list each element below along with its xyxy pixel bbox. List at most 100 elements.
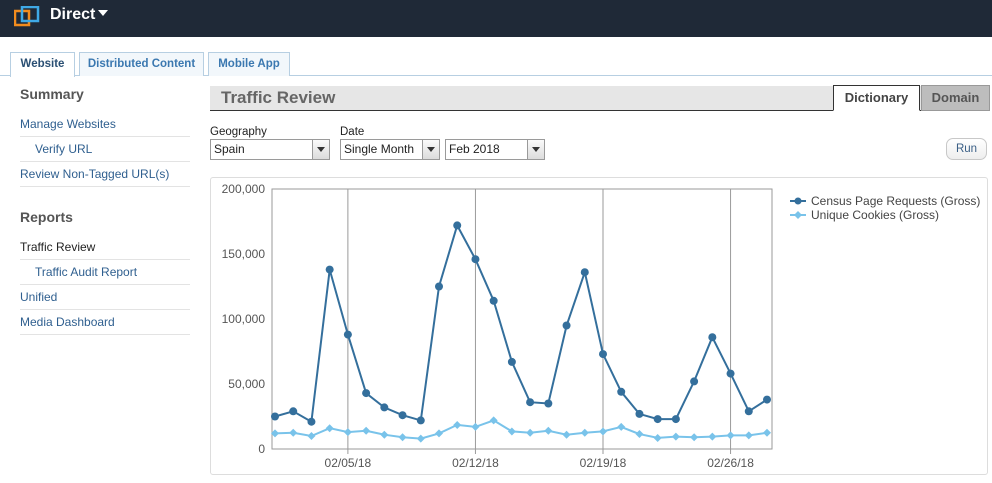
series-line — [274, 222, 768, 424]
sidebar: Summary Manage Websites Verify URL Revie… — [20, 84, 190, 335]
data-point — [416, 416, 425, 425]
y-tick-label: 50,000 — [228, 377, 265, 391]
data-point — [307, 432, 316, 440]
data-point — [671, 432, 680, 441]
tab-dictionary[interactable]: Dictionary — [833, 85, 920, 111]
data-point — [289, 428, 298, 437]
data-point — [544, 399, 553, 408]
app-switcher[interactable]: Direct — [50, 6, 109, 24]
data-point — [617, 387, 626, 396]
data-point — [526, 428, 535, 437]
data-point — [507, 427, 516, 436]
data-point — [763, 395, 771, 404]
chart-panel: 0 50,000 100,000 150,000 200,000 02/05/18 02/1… — [210, 177, 988, 475]
data-point — [380, 430, 389, 439]
chevron-down-icon — [312, 140, 329, 159]
data-point — [635, 430, 644, 439]
data-point — [362, 426, 371, 435]
data-point — [271, 412, 279, 421]
data-point — [307, 417, 316, 426]
legend-marker — [794, 197, 802, 205]
data-point — [325, 424, 334, 433]
app-logo-icon — [14, 6, 40, 27]
data-point — [325, 265, 334, 274]
sidebar-item-review-non-tagged-urls[interactable]: Review Non-Tagged URL(s) — [20, 162, 190, 187]
data-point — [544, 426, 553, 435]
data-point — [526, 398, 535, 407]
tab-website[interactable]: Website — [10, 52, 75, 77]
data-point — [708, 333, 717, 342]
data-point — [453, 221, 462, 230]
data-point — [398, 411, 407, 420]
data-point — [744, 431, 753, 440]
x-tick-label: 02/05/18 — [325, 456, 372, 470]
tab-distributed-content[interactable]: Distributed Content — [79, 52, 204, 76]
data-point — [362, 389, 371, 398]
data-point — [671, 415, 680, 424]
data-point — [435, 282, 443, 291]
y-tick-label: 200,000 — [222, 182, 266, 196]
tab-mobile-app[interactable]: Mobile App — [208, 52, 290, 76]
sidebar-item-media-dashboard[interactable]: Media Dashboard — [20, 310, 190, 335]
data-point — [271, 429, 279, 438]
y-tick-label: 0 — [258, 442, 265, 456]
data-point — [562, 430, 571, 439]
data-point — [380, 403, 389, 412]
product-tabs: Website Distributed Content Mobile App — [0, 52, 992, 77]
data-point — [471, 255, 480, 264]
geography-label: Geography — [210, 126, 267, 138]
data-point — [580, 428, 589, 437]
chevron-down-icon — [422, 140, 439, 159]
data-point — [453, 420, 462, 429]
data-point — [398, 433, 407, 442]
data-point — [744, 407, 753, 416]
tab-domain[interactable]: Domain — [921, 85, 990, 111]
data-point — [726, 431, 735, 440]
sidebar-item-verify-url[interactable]: Verify URL — [20, 137, 190, 162]
legend-label: Census Page Requests (Gross) — [811, 194, 980, 208]
page-title: Traffic Review — [221, 88, 336, 107]
date-label: Date — [340, 126, 365, 138]
data-point — [635, 409, 644, 418]
legend-label: Unique Cookies (Gross) — [811, 208, 939, 222]
app-name: Direct — [50, 6, 96, 23]
traffic-chart: 0 50,000 100,000 150,000 200,000 02/05/18 02/1… — [222, 182, 981, 470]
run-button[interactable]: Run — [946, 138, 987, 160]
month-select[interactable]: Feb 2018 — [445, 139, 545, 160]
x-tick-label: 02/12/18 — [452, 456, 499, 470]
sidebar-item-traffic-audit-report[interactable]: Traffic Audit Report — [20, 260, 190, 285]
x-tick-label: 02/19/18 — [580, 456, 627, 470]
data-point — [690, 377, 699, 386]
data-point — [489, 416, 498, 425]
data-point — [416, 434, 425, 443]
geography-select[interactable]: Spain — [210, 139, 330, 160]
page-header: Traffic Review Dictionary Domain — [210, 85, 990, 111]
data-point — [653, 415, 662, 424]
date-mode-select[interactable]: Single Month — [340, 139, 440, 160]
geography-value: Spain — [214, 142, 245, 156]
data-point — [726, 369, 735, 378]
data-point — [653, 433, 662, 442]
date-mode-value: Single Month — [344, 142, 415, 156]
data-point — [435, 429, 443, 438]
legend-marker — [794, 211, 802, 219]
data-point — [343, 330, 352, 339]
data-point — [763, 428, 771, 437]
y-tick-label: 150,000 — [222, 247, 266, 261]
data-point — [690, 433, 699, 442]
data-point — [599, 427, 607, 436]
reports-heading: Reports — [20, 209, 73, 225]
data-point — [708, 432, 717, 441]
data-point — [562, 321, 571, 330]
sidebar-item-unified[interactable]: Unified — [20, 285, 190, 310]
chevron-down-icon — [98, 10, 109, 16]
x-tick-label: 02/26/18 — [707, 456, 754, 470]
data-point — [289, 407, 298, 416]
sidebar-item-manage-websites[interactable]: Manage Websites — [20, 112, 190, 137]
y-tick-label: 100,000 — [222, 312, 266, 326]
data-point — [599, 350, 607, 359]
data-point — [507, 357, 516, 366]
sidebar-item-traffic-review[interactable]: Traffic Review — [20, 235, 190, 260]
data-point — [489, 296, 498, 305]
data-point — [617, 422, 626, 431]
